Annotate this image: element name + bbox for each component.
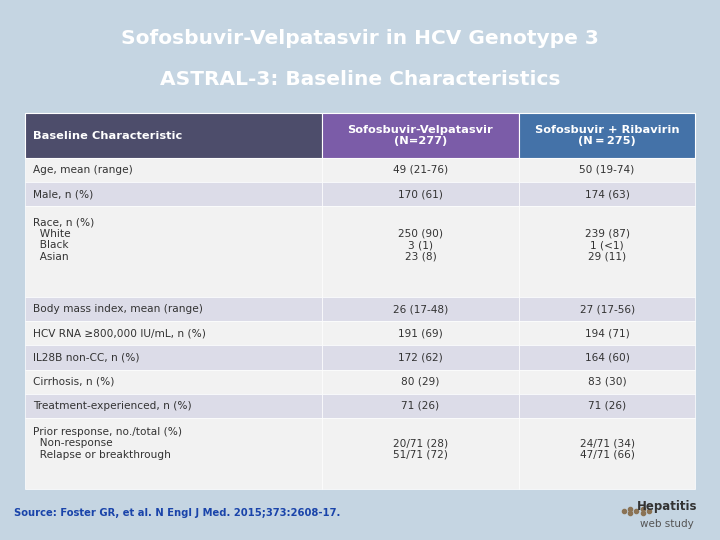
Bar: [322, 321, 519, 346]
Text: Hepatitis: Hepatitis: [636, 500, 697, 513]
Text: 27 (17-56): 27 (17-56): [580, 304, 634, 314]
Text: Body mass index, mean (range): Body mass index, mean (range): [33, 304, 203, 314]
Text: 191 (69): 191 (69): [398, 328, 443, 339]
Bar: [519, 418, 696, 489]
Bar: [24, 418, 322, 489]
Text: Prior response, no./total (%)
  Non-response
  Relapse or breakthrough: Prior response, no./total (%) Non-respon…: [33, 427, 182, 460]
Text: IL28B non-CC, n (%): IL28B non-CC, n (%): [33, 353, 140, 362]
Bar: [24, 321, 322, 346]
Text: 71 (26): 71 (26): [402, 401, 439, 411]
Bar: [24, 370, 322, 394]
Text: 20/71 (28)
51/71 (72): 20/71 (28) 51/71 (72): [393, 427, 448, 460]
Bar: [322, 394, 519, 418]
Text: Sofosbuvir-Velpatasvir
(N=277): Sofosbuvir-Velpatasvir (N=277): [348, 125, 493, 146]
Bar: [24, 113, 322, 158]
Text: 250 (90)
3 (1)
23 (8): 250 (90) 3 (1) 23 (8): [398, 217, 443, 262]
Text: 239 (87)
1 (<1)
29 (11): 239 (87) 1 (<1) 29 (11): [585, 217, 629, 262]
Text: Male, n (%): Male, n (%): [33, 189, 94, 199]
Text: 170 (61): 170 (61): [398, 189, 443, 199]
Bar: [24, 182, 322, 206]
Bar: [322, 113, 519, 158]
Bar: [322, 206, 519, 297]
Bar: [24, 394, 322, 418]
Text: Treatment-experienced, n (%): Treatment-experienced, n (%): [33, 401, 192, 411]
Bar: [322, 346, 519, 370]
Text: 24/71 (34)
47/71 (66): 24/71 (34) 47/71 (66): [580, 427, 634, 460]
Text: HCV RNA ≥800,000 IU/mL, n (%): HCV RNA ≥800,000 IU/mL, n (%): [33, 328, 206, 339]
Bar: [519, 297, 696, 321]
Bar: [519, 394, 696, 418]
Bar: [519, 370, 696, 394]
Bar: [24, 297, 322, 321]
Text: 174 (63): 174 (63): [585, 189, 629, 199]
Bar: [322, 418, 519, 489]
Text: Cirrhosis, n (%): Cirrhosis, n (%): [33, 377, 114, 387]
Text: 71 (26): 71 (26): [588, 401, 626, 411]
Text: 49 (21-76): 49 (21-76): [393, 165, 448, 175]
Bar: [24, 346, 322, 370]
Bar: [322, 158, 519, 182]
Text: 83 (30): 83 (30): [588, 377, 626, 387]
Bar: [322, 182, 519, 206]
Text: Source: Foster GR, et al. N Engl J Med. 2015;373:2608-17.: Source: Foster GR, et al. N Engl J Med. …: [14, 508, 341, 518]
Text: ASTRAL-3: Baseline Characteristics: ASTRAL-3: Baseline Characteristics: [160, 70, 560, 89]
Text: 26 (17-48): 26 (17-48): [393, 304, 448, 314]
Bar: [24, 158, 322, 182]
Bar: [322, 297, 519, 321]
Text: Race, n (%)
  White
  Black
  Asian: Race, n (%) White Black Asian: [33, 217, 94, 262]
Text: 80 (29): 80 (29): [401, 377, 440, 387]
Bar: [24, 206, 322, 297]
Bar: [519, 346, 696, 370]
Text: 172 (62): 172 (62): [398, 353, 443, 362]
Bar: [519, 182, 696, 206]
Text: Age, mean (range): Age, mean (range): [33, 165, 132, 175]
Text: Sofosbuvir + Ribavirin
(N = 275): Sofosbuvir + Ribavirin (N = 275): [535, 125, 680, 146]
Text: 50 (19-74): 50 (19-74): [580, 165, 635, 175]
Bar: [519, 321, 696, 346]
Bar: [519, 113, 696, 158]
Bar: [519, 206, 696, 297]
Bar: [322, 370, 519, 394]
Text: Baseline Characteristic: Baseline Characteristic: [33, 131, 182, 140]
Bar: [519, 158, 696, 182]
Text: Sofosbuvir-Velpatasvir in HCV Genotype 3: Sofosbuvir-Velpatasvir in HCV Genotype 3: [121, 29, 599, 48]
Text: 164 (60): 164 (60): [585, 353, 629, 362]
Text: 194 (71): 194 (71): [585, 328, 629, 339]
Text: web study: web study: [640, 519, 693, 529]
